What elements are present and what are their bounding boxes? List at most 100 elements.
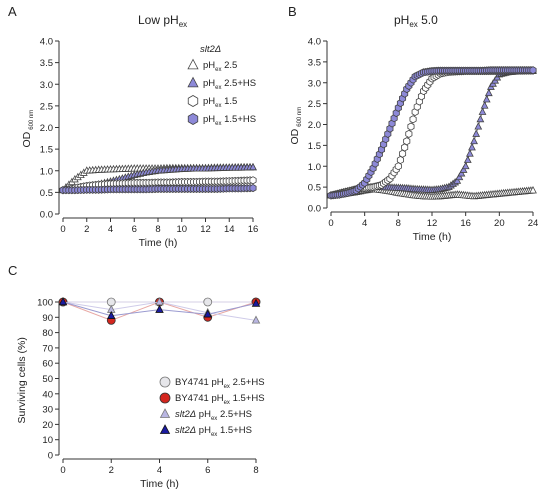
x-tick-label: 8 [396, 218, 401, 229]
data-point [249, 183, 257, 193]
data-point [478, 107, 487, 115]
data-point [472, 129, 481, 137]
panel-c-plot: 0 10 20 30 40 50 60 70 80 90 100 0 2 4 6 8 Time (h) Survi… [16, 297, 261, 490]
y-tick-label: 60 [42, 359, 53, 370]
legend-marker [159, 424, 171, 434]
y-tick-label: 0.5 [40, 188, 53, 199]
data-point [394, 162, 402, 171]
x-axis-label: Time (h) [140, 478, 179, 490]
x-tick-label: 2 [84, 224, 89, 235]
x-tick-label: 0 [328, 218, 333, 229]
x-tick-label: 14 [224, 224, 235, 235]
legend-label: slt2Δ pHex 1.5+HS [175, 425, 252, 438]
data-point [484, 88, 493, 97]
y-tick-label: 4.0 [40, 37, 53, 48]
data-point [529, 186, 537, 194]
data-point [409, 115, 417, 124]
y-tick-label: 20 [42, 420, 53, 431]
y-tick-label: 100 [37, 298, 53, 309]
y-tick-label: 2.5 [308, 99, 321, 110]
data-point [405, 129, 413, 138]
x-tick-label: 2 [109, 465, 114, 476]
panel-label-c: C [8, 263, 17, 278]
data-point [482, 94, 491, 103]
data-point [480, 101, 489, 109]
data-point [249, 162, 257, 171]
y-tick-label: 0.0 [40, 210, 53, 221]
data-point [457, 169, 466, 177]
legend-label: BY4741 pHex 1.5+HS [175, 393, 265, 406]
data-point [529, 66, 537, 75]
y-tick-label: 3.5 [40, 58, 53, 69]
series-line [330, 69, 533, 196]
x-tick-label: 4 [362, 218, 367, 229]
data-point [468, 143, 476, 151]
x-tick-label: 12 [427, 218, 438, 229]
legend-label: pHex 2.5 [203, 60, 237, 73]
x-tick-label: 16 [248, 224, 259, 235]
data-point [58, 297, 68, 306]
y-tick-label: 2.0 [308, 120, 321, 131]
y-tick-label: 70 [42, 343, 53, 354]
y-tick-label: 2.5 [40, 101, 53, 112]
data-point [476, 114, 485, 123]
x-tick-label: 6 [132, 224, 137, 235]
y-tick-label: 90 [42, 313, 53, 324]
y-tick-label: 40 [42, 389, 53, 400]
legend-label: pHex 2.5+HS [203, 78, 256, 91]
data-point [203, 309, 213, 318]
y-tick-label: 10 [42, 435, 53, 446]
x-tick-label: 10 [176, 224, 187, 235]
legend-marker [187, 113, 199, 125]
y-tick-label: 1.0 [40, 166, 53, 177]
data-point [470, 136, 478, 145]
legend-label: pHex 1.5+HS [203, 114, 256, 127]
data-point [461, 161, 470, 170]
data-point [474, 122, 483, 130]
panel-c-legend: BY4741 pHex 2.5+HS BY4741 pHex 1.5+HS slt2… [159, 376, 265, 438]
data-point [453, 176, 462, 184]
y-axis-label: Surviving cells (%) [16, 337, 28, 423]
legend-marker [187, 58, 199, 70]
data-point [155, 304, 164, 313]
data-point [455, 172, 464, 181]
panel-a-plot: 0.0 0.5 1.0 1.5 2.0 2.5 3.0 3.5 4.0 0 2 4 6 8 10 12 14 16… [21, 37, 258, 250]
legend-label: BY4741 pHex 2.5+HS [175, 377, 265, 390]
panel-a-legend: slt2Δ pHex 2.5 pHex 2.5+HS pHex 1.5 pHex 1.5… [187, 44, 256, 127]
y-tick-label: 3.0 [40, 80, 53, 91]
panel-b-plot: 0.0 0.5 1.0 1.5 2.0 2.5 3.0 3.5 4.0 0 4 8 12 16 20 24 Ti… [289, 37, 538, 244]
data-point [407, 122, 415, 131]
x-tick-label: 12 [200, 224, 211, 235]
panel-label-a: A [8, 4, 17, 19]
legend-header: slt2Δ [200, 44, 221, 55]
data-point [106, 310, 116, 319]
data-point [251, 315, 261, 324]
x-axis-label: Time (h) [413, 231, 452, 243]
legend-label: pHex 1.5 [203, 96, 237, 109]
x-tick-label: 20 [494, 218, 505, 229]
y-tick-label: 1.5 [40, 145, 53, 156]
y-tick-label: 0.0 [308, 204, 321, 215]
data-point [399, 149, 407, 158]
y-tick-label: 3.0 [308, 78, 321, 89]
x-tick-label: 0 [60, 465, 65, 476]
x-tick-label: 8 [155, 224, 160, 235]
y-tick-label: 4.0 [308, 37, 321, 48]
y-tick-label: 30 [42, 405, 53, 416]
x-tick-label: 16 [460, 218, 471, 229]
y-axis-label: OD600 nm [289, 107, 303, 145]
y-tick-label: 80 [42, 328, 53, 339]
data-point [465, 149, 474, 157]
y-tick-label: 0.5 [308, 183, 321, 194]
legend-marker [159, 376, 171, 388]
data-point [459, 165, 468, 173]
x-tick-label: 4 [157, 465, 162, 476]
series-line [330, 70, 533, 196]
panel-a-title: Low pHex [138, 13, 187, 29]
y-tick-label: 1.0 [308, 162, 321, 173]
y-axis-label: OD600 nm [21, 110, 35, 148]
legend-label: slt2Δ pHex 2.5+HS [175, 409, 252, 422]
y-tick-label: 3.5 [308, 57, 321, 68]
x-tick-label: 24 [528, 218, 539, 229]
x-tick-label: 8 [253, 465, 258, 476]
